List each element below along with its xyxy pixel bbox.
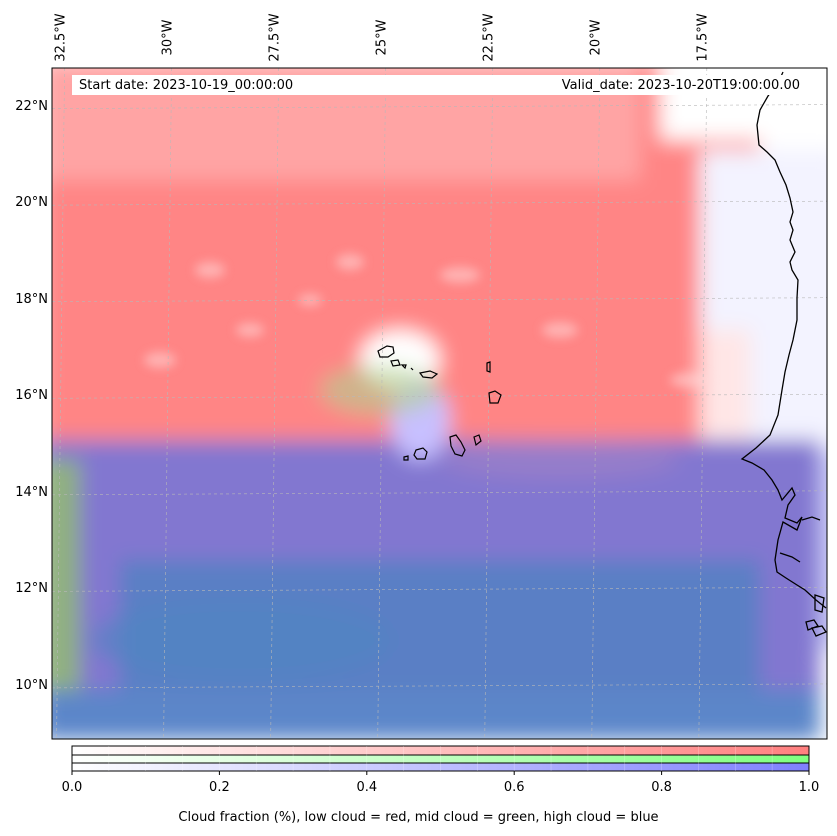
colorbar-tick-label: 0.2 xyxy=(209,780,230,795)
valid-date-label: Valid_date: 2023-10-20T19:00:00.00 xyxy=(561,78,800,93)
colorbar-low-cloud xyxy=(72,746,809,755)
longitude-label: 27.5°W xyxy=(267,13,283,62)
longitude-label: 20°W xyxy=(588,19,604,56)
longitude-label: 30°W xyxy=(160,19,176,56)
colorbar xyxy=(71,745,810,775)
colorbar-tick-label: 0.8 xyxy=(651,780,672,795)
meridian-line xyxy=(484,68,494,739)
cloud-field xyxy=(52,68,827,739)
meridian-line xyxy=(270,68,279,739)
coastline xyxy=(740,71,827,637)
colorbar-tick-label: 0.6 xyxy=(503,780,525,795)
meridian-line xyxy=(56,68,65,739)
colorbar-tick-label: 1.0 xyxy=(798,780,820,795)
map-gridlines xyxy=(52,68,827,739)
colorbar-tick-label: 0.4 xyxy=(356,780,378,795)
longitude-label: 32.5°W xyxy=(53,13,69,62)
info-strip xyxy=(72,75,809,95)
map-frame xyxy=(51,67,828,740)
latitude-label: 14°N xyxy=(15,484,48,500)
meridian-line xyxy=(591,68,601,739)
latitude-label: 20°N xyxy=(15,195,48,211)
latitude-label: 16°N xyxy=(15,388,48,404)
meridian-line xyxy=(377,68,386,739)
meridian-line xyxy=(698,68,708,739)
meridian-line xyxy=(163,68,172,739)
latitude-label: 12°N xyxy=(15,581,48,597)
latitude-label: 10°N xyxy=(15,677,48,693)
start-date-label: Start date: 2023-10-19_00:00:00 xyxy=(79,78,294,93)
longitude-label: 17.5°W xyxy=(695,13,711,62)
colorbar-mid-cloud xyxy=(72,755,809,763)
longitude-label: 25°W xyxy=(374,19,390,56)
colorbar-tick-label: 0.0 xyxy=(61,780,83,795)
cape-verde-islands xyxy=(377,345,502,461)
colorbar-high-cloud xyxy=(72,763,809,771)
colorbar-label: Cloud fraction (%), low cloud = red, mid… xyxy=(178,810,659,825)
latitude-label: 18°N xyxy=(15,291,48,307)
longitude-label: 22.5°W xyxy=(481,13,497,62)
latitude-label: 22°N xyxy=(15,98,48,114)
